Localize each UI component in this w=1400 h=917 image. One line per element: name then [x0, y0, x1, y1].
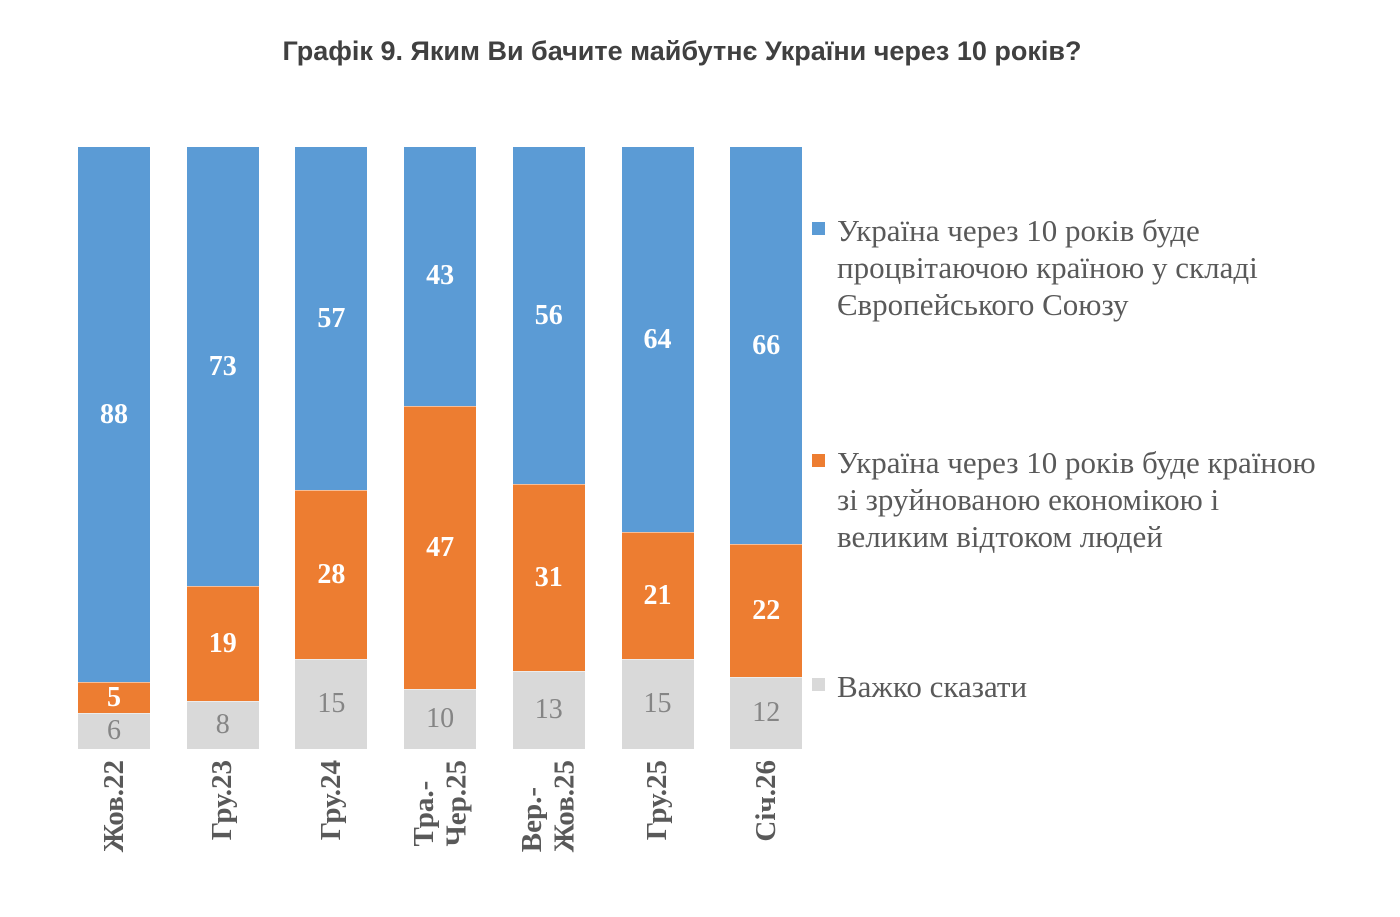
bar-segment: 10 — [404, 688, 477, 749]
bar-segment: 15 — [295, 658, 368, 749]
bar-segment: 57 — [295, 147, 368, 491]
bar-segment: 31 — [512, 484, 585, 671]
legend-swatch-blue-icon — [812, 222, 825, 235]
legend-label: Україна через 10 років буде країною зі з… — [837, 445, 1316, 554]
bar-column: 88 5 6 — [78, 147, 150, 749]
segment-value-label: 57 — [317, 302, 346, 334]
x-axis-label-text: Гру.24 — [315, 760, 348, 841]
bar-segment: 8 — [186, 700, 259, 749]
x-axis-label-text: Вер.- Жов.25 — [516, 760, 581, 853]
segment-value-label: 19 — [208, 628, 237, 660]
x-axis-label-text: Гру.23 — [206, 760, 239, 841]
segment-value-label: 8 — [215, 709, 230, 741]
bar-column: 66 22 12 — [730, 147, 803, 749]
x-axis-label: Гру.25 — [603, 760, 713, 915]
bar-segment: 56 — [512, 147, 585, 485]
segment-value-label: 21 — [643, 579, 672, 611]
bar-column: 56 31 13 — [512, 147, 585, 749]
segment-value-label: 64 — [643, 323, 672, 355]
x-axis-label-text: Січ.26 — [749, 760, 782, 842]
x-axis-label-text: Жов.22 — [97, 760, 130, 853]
segment-value-label: 47 — [426, 531, 455, 563]
bar-segment: 66 — [730, 147, 803, 545]
bar-segment: 21 — [621, 532, 694, 659]
segment-value-label: 73 — [208, 350, 237, 382]
bar-column: 73 19 8 — [186, 147, 259, 749]
legend-label: Україна через 10 років буде процвітаючою… — [837, 213, 1258, 322]
x-axis-label: Вер.- Жов.25 — [494, 760, 604, 915]
legend-swatch-gray-icon — [812, 678, 825, 691]
segment-value-label: 15 — [643, 688, 672, 720]
segment-value-label: 15 — [317, 688, 346, 720]
segment-value-label: 31 — [534, 561, 563, 593]
bar-column: 43 47 10 — [404, 147, 477, 749]
bar-segment: 64 — [621, 147, 694, 533]
legend-item-eu-prosperous: Україна через 10 років буде процвітаючою… — [812, 212, 1322, 323]
x-axis-label-text: Гру.25 — [641, 760, 674, 841]
x-axis-label: Гру.23 — [168, 760, 278, 915]
x-axis-label: Жов.22 — [59, 760, 169, 915]
x-axis: Жов.22 Гру.23 Гру.24 Тра.- Чер.25 Вер.- Жов.… — [78, 760, 803, 915]
bar-segment: 43 — [404, 147, 477, 406]
bar-segment: 88 — [78, 147, 150, 683]
bar-segment: 12 — [730, 676, 803, 749]
segment-value-label: 13 — [534, 694, 563, 726]
segment-value-label: 56 — [534, 299, 563, 331]
bar-segment: 22 — [730, 544, 803, 677]
x-axis-label-text: Тра.- Чер.25 — [407, 760, 473, 847]
chart-title: Графік 9. Яким Ви бачите майбутнє Україн… — [282, 36, 1082, 66]
x-axis-label: Тра.- Чер.25 — [385, 760, 495, 915]
bar-segment: 13 — [512, 670, 585, 749]
segment-value-label: 88 — [100, 398, 128, 430]
bar-segment: 6 — [78, 712, 150, 749]
segment-value-label: 22 — [752, 595, 781, 627]
bar-segment: 15 — [621, 658, 694, 749]
bar-segment: 73 — [186, 147, 259, 587]
x-axis-label: Гру.24 — [276, 760, 386, 915]
bar-column: 57 28 15 — [295, 147, 368, 749]
bar-segment: 5 — [78, 681, 150, 713]
legend-swatch-orange-icon — [812, 454, 825, 467]
bar-segment: 47 — [404, 405, 477, 689]
legend-label: Важко сказати — [837, 669, 1028, 704]
bar-column: 64 21 15 — [621, 147, 694, 749]
legend-item-ruined-economy: Україна через 10 років буде країною зі з… — [812, 444, 1322, 555]
segment-value-label: 6 — [107, 715, 121, 747]
legend-item-hard-to-say: Важко сказати — [812, 668, 1322, 705]
segment-value-label: 66 — [752, 329, 781, 361]
plot-area: 88 5 6 73 19 8 57 28 15 43 47 10 56 31 13 64 21 15 66 22 12 — [78, 147, 803, 749]
segment-value-label: 12 — [752, 697, 781, 729]
bar-segment: 28 — [295, 490, 368, 659]
segment-value-label: 10 — [426, 703, 455, 735]
segment-value-label: 28 — [317, 558, 346, 590]
segment-value-label: 5 — [107, 681, 121, 713]
bar-segment: 19 — [186, 586, 259, 701]
segment-value-label: 43 — [426, 260, 455, 292]
x-axis-label: Січ.26 — [711, 760, 821, 915]
